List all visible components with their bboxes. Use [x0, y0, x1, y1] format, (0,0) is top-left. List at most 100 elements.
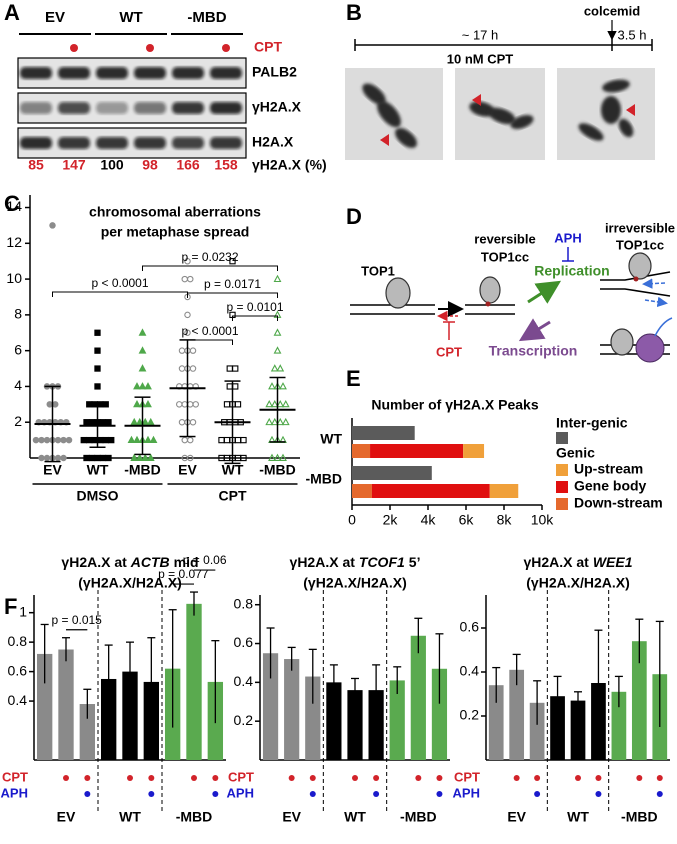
- bar: [36, 653, 53, 760]
- point: [270, 364, 279, 372]
- point: [273, 453, 282, 461]
- group-label: -MBD: [176, 809, 213, 825]
- point: [178, 347, 186, 354]
- bar: [122, 671, 138, 760]
- cpt-dot: [222, 44, 230, 52]
- treatment-dot: [212, 775, 219, 781]
- top1: [610, 328, 634, 356]
- rna: [654, 317, 673, 337]
- row-label: γH2A.X: [252, 99, 302, 115]
- diagram-label: Replication: [534, 263, 609, 279]
- title-part: γH2A.X at: [523, 554, 589, 570]
- bar: [100, 678, 117, 760]
- blot-band: [210, 137, 242, 149]
- y-tick-label: 12: [6, 234, 22, 250]
- diagram-label: CPT: [436, 344, 462, 359]
- point: [149, 435, 158, 444]
- bar: [326, 682, 342, 760]
- x-tick-label: 0: [348, 512, 356, 528]
- dna: [600, 271, 671, 297]
- y-tick-label: 4: [14, 377, 22, 393]
- arrowhead: [472, 94, 481, 106]
- treatment-dot: [513, 775, 520, 781]
- x-tick-label: -MBD: [124, 462, 161, 478]
- chart-subtitle: (γH2A.X/H2A.X): [526, 575, 629, 591]
- legend-label: Gene body: [574, 478, 647, 494]
- chart-title: Number of γH2A.X Peaks: [371, 397, 538, 413]
- chromosome: [618, 118, 634, 138]
- bar: [550, 696, 565, 760]
- point: [276, 364, 285, 372]
- x-tick-label: 10k: [531, 512, 555, 528]
- cpt-dot: [70, 44, 78, 52]
- group-label: WT: [119, 9, 142, 26]
- top1: [479, 276, 501, 304]
- legend-title: Genic: [556, 445, 595, 461]
- legend-label: Up-stream: [574, 461, 643, 477]
- treatment-dot: [595, 791, 602, 797]
- title-part: mid: [174, 554, 199, 570]
- group-label: -MBD: [621, 809, 658, 825]
- point: [94, 454, 101, 462]
- group-label: -MBD: [400, 809, 437, 825]
- chart-title: γH2A.X at TCOF1 5’: [290, 554, 421, 570]
- point: [130, 417, 139, 426]
- arrowhead: [626, 104, 635, 116]
- adduct: [485, 301, 491, 307]
- x-tick-label: 8k: [497, 512, 513, 528]
- point: [32, 436, 40, 444]
- point: [83, 419, 90, 426]
- treatment-dot: [534, 791, 541, 797]
- fork-arrow: [642, 278, 666, 289]
- point: [105, 454, 112, 462]
- group-label: -MBD: [187, 9, 226, 26]
- p-value: p = 0.0232: [181, 250, 238, 264]
- point: [54, 436, 62, 444]
- bracket: [232, 315, 278, 321]
- blot-band: [58, 102, 90, 114]
- point: [141, 417, 150, 426]
- bar: [570, 700, 586, 760]
- point: [226, 383, 233, 390]
- quant-value: 100: [100, 157, 124, 173]
- diagram-label: TOP1: [361, 263, 395, 278]
- treatment-label: CPT: [454, 769, 480, 784]
- point: [176, 401, 183, 408]
- point: [279, 453, 287, 461]
- group-label: WT: [119, 809, 141, 825]
- p-value: p = 0.077: [158, 567, 209, 581]
- bar: [488, 685, 504, 760]
- treatment: 10 nM CPT: [447, 51, 514, 66]
- point: [43, 436, 51, 444]
- point: [99, 454, 107, 462]
- point: [108, 436, 115, 444]
- y-tick-label: 0.4: [8, 692, 28, 708]
- treatment-dot: [84, 791, 91, 797]
- bracket: [187, 339, 233, 345]
- point: [133, 399, 141, 408]
- chart-subtitle: (γH2A.X/H2A.X): [303, 575, 406, 591]
- treatment-label: CPT: [2, 769, 28, 784]
- point: [229, 258, 236, 265]
- blot-band: [172, 137, 204, 149]
- treatment-dot: [127, 775, 133, 781]
- category-label: WT: [320, 431, 342, 447]
- cpt-dot: [146, 44, 154, 52]
- point: [133, 382, 141, 390]
- point: [65, 436, 73, 444]
- blot-band: [172, 67, 204, 79]
- group-label: CPT: [219, 488, 247, 504]
- treatment-dot: [212, 791, 219, 797]
- point: [189, 365, 197, 372]
- bar: [284, 659, 300, 760]
- blot-band: [58, 137, 90, 149]
- x-tick-label: -MBD: [259, 462, 296, 478]
- bar: [186, 603, 202, 760]
- y-tick-label: 0.8: [234, 595, 254, 611]
- chromosome: [362, 83, 386, 105]
- treatment-dot: [656, 775, 663, 781]
- bar: [529, 702, 545, 760]
- point: [270, 399, 279, 408]
- group-label: EV: [507, 809, 526, 825]
